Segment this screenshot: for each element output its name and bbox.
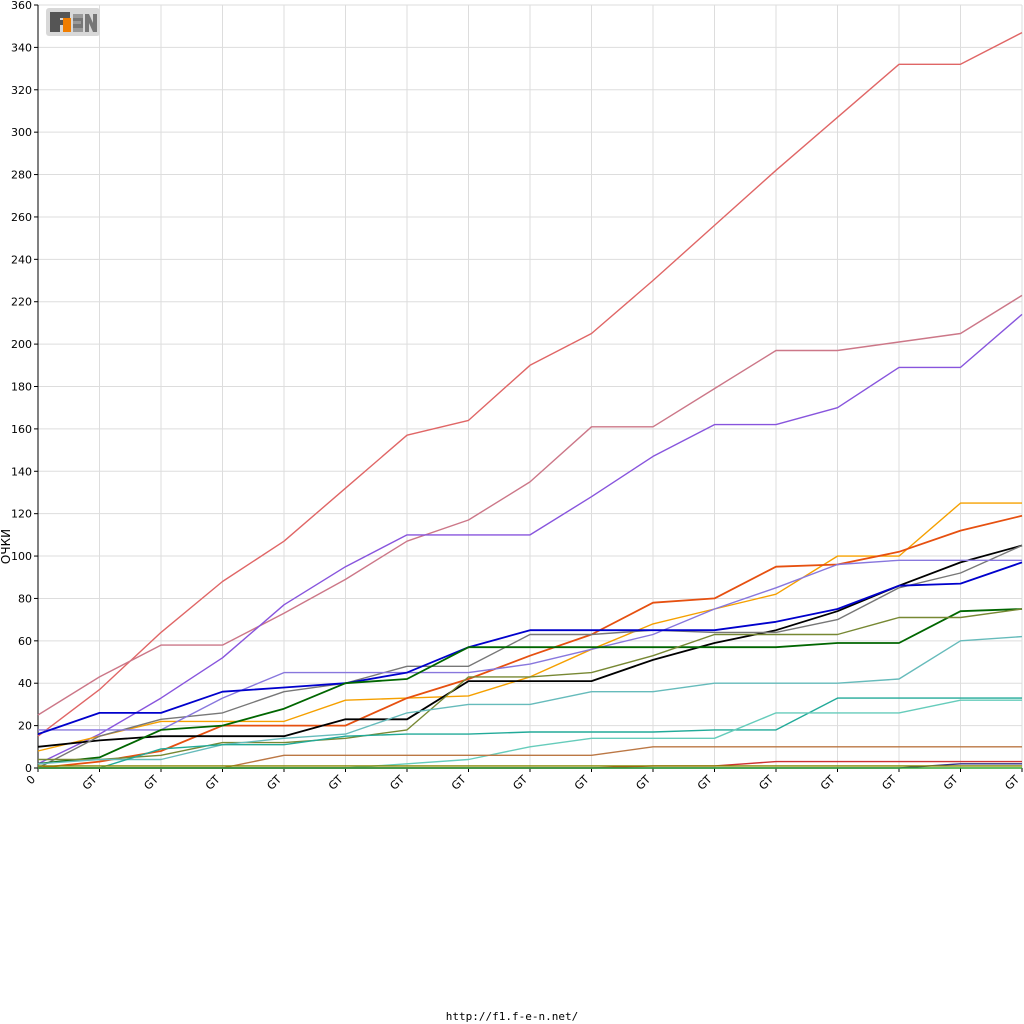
series-line-6 — [37, 544, 1023, 748]
series-line-8 — [38, 559, 1022, 731]
y-tick-label: 0 — [25, 762, 32, 775]
y-tick-label: 220 — [11, 296, 32, 309]
y-tick-label: 80 — [18, 592, 32, 605]
y-tick-label: 360 — [11, 0, 32, 12]
series-line-11 — [38, 608, 1023, 761]
series-line-9 — [37, 561, 1023, 735]
label-layer: 0 20 40 60 80 100 120 140 160 180 200 220 240 260 280 3… — [0, 0, 1022, 793]
series-line-1 — [37, 31, 1023, 737]
y-tick-label: 140 — [11, 465, 32, 478]
y-tick-label: 300 — [11, 126, 32, 139]
series-line-2 — [37, 294, 1023, 716]
y-tick-label: 120 — [11, 508, 32, 521]
footer-url[interactable]: http://f1.f-e-n.net/ — [445, 1010, 579, 1023]
y-tick-label: 40 — [18, 677, 32, 690]
grid-layer — [37, 4, 1023, 769]
series-layer — [37, 31, 1023, 769]
series-line-3 — [37, 313, 1023, 765]
y-tick-label: 320 — [11, 84, 32, 97]
y-tick-label: 160 — [11, 423, 32, 436]
y-tick-label: 60 — [18, 635, 32, 648]
y-tick-label: 200 — [11, 338, 32, 351]
f1en-logo — [46, 8, 100, 36]
y-tick-label: 280 — [11, 169, 32, 182]
y-axis-label: ОЧКИ — [0, 529, 13, 564]
y-tick-label: 260 — [11, 211, 32, 224]
y-tick-label: 340 — [11, 41, 32, 54]
y-tick-label: 20 — [18, 720, 32, 733]
y-tick-label: 100 — [11, 550, 32, 563]
series-line-12 — [37, 635, 1023, 765]
y-tick-label: 180 — [11, 381, 32, 394]
series-line-10 — [37, 608, 1023, 765]
series-line-13 — [38, 697, 1022, 769]
series-line-5 — [37, 514, 1023, 769]
series-line-7 — [37, 544, 1023, 769]
y-tick-label: 240 — [11, 253, 32, 266]
